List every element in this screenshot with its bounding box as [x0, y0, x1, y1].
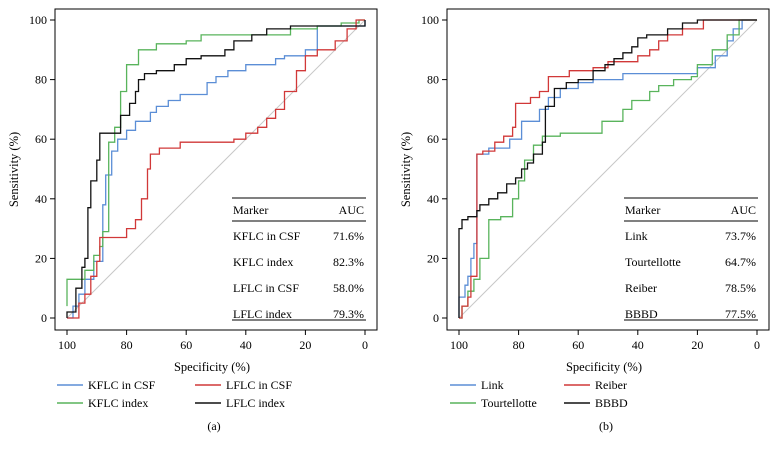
table-cell-marker: BBBD	[625, 307, 658, 321]
x-tick-label: 100	[58, 338, 76, 352]
y-tick-label: 0	[433, 311, 439, 325]
table-cell-marker: KFLC index	[233, 255, 293, 269]
y-tick-label: 20	[35, 251, 47, 265]
legend-label: Tourtellotte	[481, 396, 537, 410]
table-cell-marker: Reiber	[625, 281, 657, 295]
legend-label: Reiber	[595, 378, 627, 392]
table-cell-marker: Tourtellotte	[625, 255, 681, 269]
roc-panel-a: 100 80 60 40 20 0 0 20 40 60 80 100 Specificity (%) S…	[7, 8, 378, 433]
y-tick-label: 40	[427, 192, 439, 206]
x-tick-label: 20	[691, 338, 703, 352]
roc-curve-lflc-index	[66, 20, 366, 318]
reference-diagonal-line	[66, 19, 366, 319]
reference-diagonal-line	[458, 19, 758, 319]
roc-curve-tourtellotte	[459, 19, 757, 319]
y-tick-label: 100	[29, 13, 47, 27]
x-tick-label: 0	[362, 338, 368, 352]
table-cell-auc: 79.3%	[333, 307, 364, 321]
table-cell-marker: KFLC in CSF	[233, 229, 301, 243]
y-tick-label: 80	[35, 73, 47, 87]
table-header-auc: AUC	[339, 203, 364, 217]
x-tick-label: 40	[240, 338, 252, 352]
table-header-marker: Marker	[625, 203, 660, 217]
y-axis-label: Sensitivity (%)	[7, 132, 21, 207]
legend-label: BBBD	[595, 396, 628, 410]
y-tick-label: 40	[35, 192, 47, 206]
plot-frame	[54, 8, 378, 331]
x-axis-label: Specificity (%)	[174, 360, 250, 374]
y-tick-label: 100	[421, 13, 439, 27]
roc-curve-reiber	[459, 19, 757, 319]
table-cell-auc: 73.7%	[725, 229, 756, 243]
table-header-marker: Marker	[233, 203, 268, 217]
panel-label: (b)	[599, 419, 613, 433]
legend-label: LFLC index	[226, 396, 285, 410]
y-tick-label: 80	[427, 73, 439, 87]
table-cell-marker: Link	[625, 229, 648, 243]
x-tick-label: 100	[450, 338, 468, 352]
x-tick-label: 0	[754, 338, 760, 352]
x-tick-label: 80	[513, 338, 525, 352]
table-cell-marker: LFLC index	[233, 307, 292, 321]
y-tick-label: 20	[427, 251, 439, 265]
roc-curve-link	[458, 19, 757, 318]
roc-curve-bbbd	[458, 19, 757, 318]
x-tick-label: 80	[121, 338, 133, 352]
table-cell-auc: 71.6%	[333, 229, 364, 243]
roc-curve-lflc-in-csf	[67, 19, 365, 319]
legend-label: LFLC in CSF	[226, 378, 292, 392]
legend-label: KFLC in CSF	[88, 378, 156, 392]
roc-panel-b: 100 80 60 40 20 0 0 20 40 60 80 100 Specificity (%) S…	[399, 8, 770, 433]
y-axis-label: Sensitivity (%)	[399, 132, 413, 207]
legend-label: KFLC index	[88, 396, 148, 410]
y-tick-label: 60	[35, 132, 47, 146]
table-cell-auc: 64.7%	[725, 255, 756, 269]
table-cell-auc: 78.5%	[725, 281, 756, 295]
x-tick-label: 40	[632, 338, 644, 352]
x-tick-label: 60	[180, 338, 192, 352]
table-cell-auc: 82.3%	[333, 255, 364, 269]
table-cell-marker: LFLC in CSF	[233, 281, 299, 295]
table-header-auc: AUC	[731, 203, 756, 217]
y-tick-label: 0	[41, 311, 47, 325]
y-tick-label: 60	[427, 132, 439, 146]
legend-label: Link	[481, 378, 504, 392]
x-axis-label: Specificity (%)	[566, 360, 642, 374]
x-tick-label: 20	[299, 338, 311, 352]
roc-curve-kflc-index	[66, 19, 365, 307]
plot-frame	[446, 8, 770, 331]
panel-label: (a)	[207, 419, 220, 433]
x-tick-label: 60	[572, 338, 584, 352]
table-cell-auc: 58.0%	[333, 281, 364, 295]
table-cell-auc: 77.5%	[725, 307, 756, 321]
